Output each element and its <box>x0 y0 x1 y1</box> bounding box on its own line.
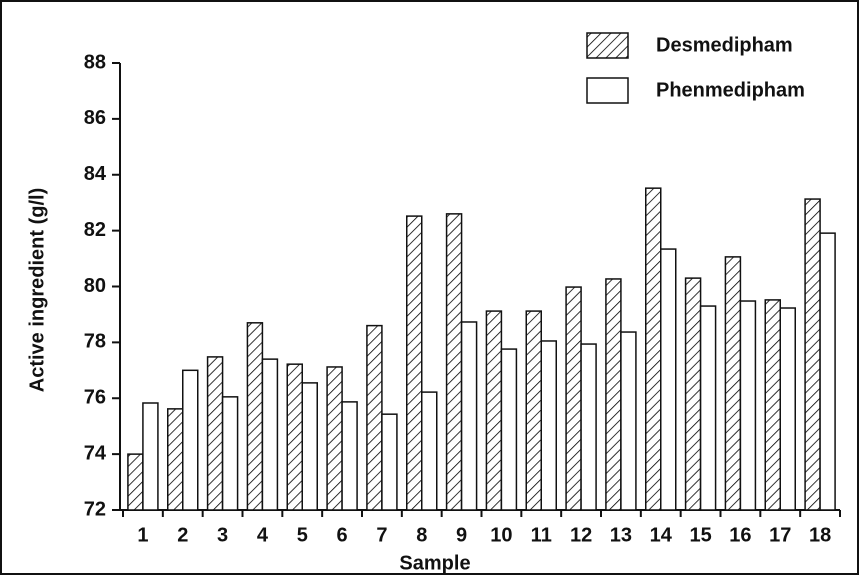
x-tick-label: 5 <box>297 524 308 546</box>
y-tick-label: 76 <box>84 387 106 409</box>
legend-swatch <box>586 77 629 104</box>
bar <box>485 310 503 511</box>
x-tick-label: 16 <box>729 524 751 546</box>
bar <box>261 358 279 511</box>
bar <box>540 340 557 511</box>
bar <box>421 391 438 511</box>
x-tick-label: 14 <box>650 524 673 546</box>
bar <box>406 215 423 511</box>
bar <box>326 366 343 511</box>
bar <box>246 322 264 511</box>
bar <box>779 307 796 511</box>
x-tick-label: 7 <box>376 524 387 546</box>
y-tick-label: 86 <box>84 107 106 129</box>
x-tick-label: 17 <box>769 524 791 546</box>
bar <box>620 331 637 511</box>
x-axis-title: Sample <box>399 552 470 574</box>
bar <box>142 402 159 511</box>
legend-swatch <box>586 32 629 59</box>
bar <box>660 248 677 511</box>
y-tick-label: 72 <box>84 498 106 520</box>
bar <box>565 286 582 511</box>
bar <box>525 310 542 511</box>
y-tick-label: 84 <box>84 163 107 185</box>
x-tick-label: 8 <box>416 524 427 546</box>
bar <box>739 300 757 511</box>
bar <box>764 299 781 511</box>
bar <box>301 382 318 511</box>
bar <box>819 232 836 511</box>
x-tick-label: 13 <box>610 524 632 546</box>
x-tick-label: 11 <box>531 524 552 546</box>
bar <box>366 324 383 511</box>
bar <box>167 408 184 511</box>
bar <box>182 369 199 511</box>
legend-label: Desmedipham <box>656 34 793 56</box>
y-axis-title: Active ingredient (g/l) <box>26 188 48 392</box>
bar <box>699 305 717 511</box>
bar <box>206 356 224 511</box>
x-tick-label: 15 <box>689 524 711 546</box>
x-tick-label: 18 <box>809 524 831 546</box>
bar <box>460 321 478 511</box>
x-tick-label: 12 <box>570 524 592 546</box>
x-tick-label: 2 <box>177 524 188 546</box>
bar <box>645 187 662 511</box>
bar <box>286 363 303 511</box>
bar <box>341 401 358 511</box>
x-tick-label: 4 <box>257 524 269 546</box>
legend-label: Phenmedipham <box>656 79 805 101</box>
x-tick-label: 6 <box>337 524 348 546</box>
y-tick-label: 88 <box>84 51 106 73</box>
bar <box>804 198 821 511</box>
x-tick-label: 9 <box>456 524 467 546</box>
x-tick-label: 1 <box>137 524 148 546</box>
y-tick-label: 82 <box>84 219 106 241</box>
y-tick-label: 80 <box>84 275 106 297</box>
x-tick-label: 10 <box>490 524 512 546</box>
bar <box>127 453 144 511</box>
bar <box>724 256 742 511</box>
x-tick-label: 3 <box>217 524 228 546</box>
bar <box>445 213 463 511</box>
bar <box>221 396 239 511</box>
bar <box>381 413 398 511</box>
y-tick-label: 78 <box>84 331 106 353</box>
bar <box>500 348 518 511</box>
bar <box>605 278 622 511</box>
y-tick-label: 74 <box>84 442 107 464</box>
bar <box>580 343 597 511</box>
bar <box>684 277 702 511</box>
